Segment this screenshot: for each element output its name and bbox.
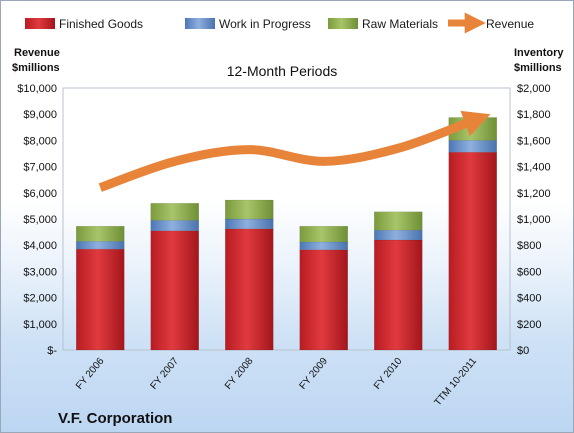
left-tick-label: $5,000 xyxy=(23,214,57,226)
company-name: V.F. Corporation xyxy=(58,410,172,427)
left-tick-label: $6,000 xyxy=(23,188,57,200)
bar-raw-materials xyxy=(150,203,199,221)
left-tick-label: $2,000 xyxy=(23,293,57,305)
right-tick-label: $1,000 xyxy=(517,214,551,226)
x-tick-label: FY 2008 xyxy=(223,356,256,392)
left-tick-label: $3,000 xyxy=(23,266,57,278)
x-tick-label: TTM 10-2011 xyxy=(433,356,480,409)
left-tick-label: $7,000 xyxy=(23,162,57,174)
x-tick-label: FY 2010 xyxy=(372,356,405,392)
left-tick-label: $4,000 xyxy=(23,240,57,252)
right-tick-label: $400 xyxy=(517,293,541,305)
bar-finished-goods xyxy=(299,249,348,351)
bar-finished-goods xyxy=(448,151,497,351)
revenue-line xyxy=(98,110,491,192)
x-tick-label: FY 2006 xyxy=(74,356,107,392)
right-axis-title-line1: Inventory xyxy=(514,47,564,59)
right-tick-label: $600 xyxy=(517,266,541,278)
right-tick-label: $1,200 xyxy=(517,188,551,200)
left-tick-label: $8,000 xyxy=(23,135,57,147)
right-tick-label: $1,800 xyxy=(517,109,551,121)
right-tick-label: $1,600 xyxy=(517,135,551,147)
x-tick-label: FY 2009 xyxy=(297,356,330,392)
bar-work-in-progress xyxy=(448,140,497,153)
bar-raw-materials xyxy=(374,211,423,231)
x-axis-ticks: FY 2006 FY 2007 FY 2008 FY 2009 FY 2010 TTM 1… xyxy=(74,356,479,409)
left-tick-label: $9,000 xyxy=(23,109,57,121)
bar-raw-materials xyxy=(225,199,274,220)
legend-label-work-in-progress: Work in Progress xyxy=(219,17,311,31)
right-tick-label: $2,000 xyxy=(517,83,551,95)
left-tick-label: $1,000 xyxy=(23,319,57,331)
right-tick-label: $200 xyxy=(517,319,541,331)
right-tick-label: $800 xyxy=(517,240,541,252)
right-axis-ticks: $0 $200 $400 $600 $800 $1,000 $1,200 $1,400 $1,6… xyxy=(517,83,551,357)
bar-work-in-progress xyxy=(150,220,199,232)
left-axis-title-line1: Revenue xyxy=(14,47,60,59)
left-tick-label: $- xyxy=(47,345,57,357)
bar-work-in-progress xyxy=(225,218,274,230)
bar-finished-goods xyxy=(374,239,423,351)
bar-raw-materials xyxy=(76,225,125,242)
left-axis-title-line2: $millions xyxy=(12,62,60,74)
bar-finished-goods xyxy=(225,228,274,351)
bar-work-in-progress xyxy=(374,229,423,241)
bar-finished-goods xyxy=(76,248,125,351)
bar-work-in-progress xyxy=(76,241,125,250)
right-axis-title-line2: $millions xyxy=(514,62,562,74)
chart-title: 12-Month Periods xyxy=(227,63,338,79)
legend-label-raw-materials: Raw Materials xyxy=(362,17,438,31)
bar-raw-materials xyxy=(299,225,348,243)
right-tick-label: $0 xyxy=(517,345,529,357)
revenue-line-layer xyxy=(98,110,491,192)
legend-label-revenue: Revenue xyxy=(486,17,534,31)
legend-swatch-work-in-progress xyxy=(185,18,215,29)
legend: Finished Goods Work in Progress Raw Mate… xyxy=(25,12,534,34)
bar-finished-goods xyxy=(150,230,199,351)
legend-label-finished-goods: Finished Goods xyxy=(59,17,143,31)
legend-swatch-finished-goods xyxy=(25,18,55,29)
bar-stacks xyxy=(76,117,497,351)
x-tick-label: FY 2007 xyxy=(148,356,181,392)
legend-swatch-raw-materials xyxy=(328,18,358,29)
right-tick-label: $1,400 xyxy=(517,162,551,174)
left-axis-ticks: $- $1,000 $2,000 $3,000 $4,000 $5,000 $6,000 $7… xyxy=(17,83,57,357)
plot-area xyxy=(62,87,511,351)
bar-work-in-progress xyxy=(299,241,348,251)
left-tick-label: $10,000 xyxy=(17,83,57,95)
